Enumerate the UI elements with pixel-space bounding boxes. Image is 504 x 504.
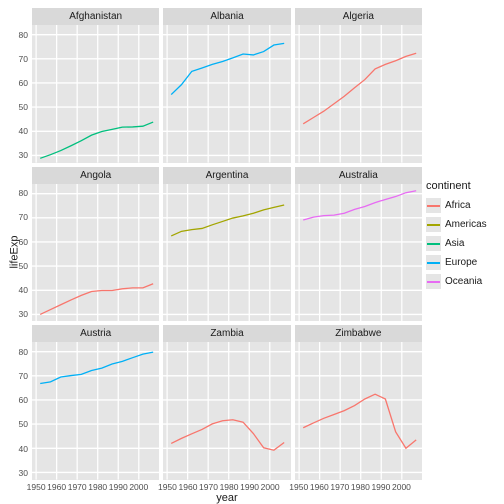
y-tick: 40 — [19, 285, 28, 295]
y-tick: 80 — [19, 30, 28, 40]
y-tick: 30 — [19, 150, 28, 160]
facet-panel: Afghanistan — [32, 8, 159, 163]
x-tick: 1960 — [179, 482, 198, 492]
plot-area — [295, 25, 422, 163]
legend-item: Europe — [426, 255, 500, 270]
facet-panel: Albania — [163, 8, 290, 163]
y-tick: 50 — [19, 261, 28, 271]
y-tick: 70 — [19, 212, 28, 222]
facet-strip: Zimbabwe — [295, 325, 422, 342]
facet-strip: Afghanistan — [32, 8, 159, 25]
x-tick: 1970 — [330, 482, 349, 492]
facet-strip: Argentina — [163, 167, 290, 184]
facet-strip: Australia — [295, 167, 422, 184]
legend-item: Oceania — [426, 274, 500, 289]
x-tick: 1970 — [68, 482, 87, 492]
plot-area — [32, 25, 159, 163]
legend-key — [426, 198, 441, 213]
plot-area — [163, 342, 290, 480]
facet-strip: Angola — [32, 167, 159, 184]
legend-key — [426, 255, 441, 270]
legend: continent Africa Americas Asia Europe Oceani… — [426, 180, 500, 293]
y-tick: 60 — [19, 78, 28, 88]
facet-panel: Zimbabwe — [295, 325, 422, 480]
legend-label: Americas — [445, 219, 487, 230]
y-tick: 60 — [19, 237, 28, 247]
y-tick: 40 — [19, 444, 28, 454]
x-tick: 1950 — [289, 482, 308, 492]
y-tick: 30 — [19, 468, 28, 478]
x-tick: 1950 — [27, 482, 46, 492]
facet-grid: AfghanistanAlbania Algeria AngolaArgentina… — [32, 8, 422, 480]
y-tick: 70 — [19, 371, 28, 381]
legend-title: continent — [426, 180, 500, 192]
legend-key — [426, 217, 441, 232]
plot-area — [295, 342, 422, 480]
x-tick: 1950 — [158, 482, 177, 492]
x-axis: 1950196019701980199020001950196019701980… — [32, 482, 422, 492]
y-tick: 50 — [19, 102, 28, 112]
facet-panel: Austria — [32, 325, 159, 480]
legend-label: Europe — [445, 257, 477, 268]
legend-label: Oceania — [445, 276, 482, 287]
x-tick: 1960 — [310, 482, 329, 492]
x-tick: 1980 — [88, 482, 107, 492]
y-tick: 80 — [19, 347, 28, 357]
legend-item: Americas — [426, 217, 500, 232]
x-tick: 1960 — [47, 482, 66, 492]
facet-strip: Algeria — [295, 8, 422, 25]
plot-area — [295, 184, 422, 322]
x-tick: 1980 — [220, 482, 239, 492]
y-tick: 50 — [19, 419, 28, 429]
legend-key — [426, 236, 441, 251]
facet-panel: Algeria — [295, 8, 422, 163]
x-tick: 1990 — [240, 482, 259, 492]
y-axis: 30 40 50 60 70 80 30 40 50 60 70 80 30 40 50 60 70 80 — [8, 8, 30, 480]
x-tick: 1980 — [351, 482, 370, 492]
legend-item: Asia — [426, 236, 500, 251]
legend-item: Africa — [426, 198, 500, 213]
x-tick: 2000 — [129, 482, 148, 492]
facet-strip: Zambia — [163, 325, 290, 342]
legend-label: Africa — [445, 200, 471, 211]
y-tick: 80 — [19, 188, 28, 198]
x-axis-label: year — [32, 492, 422, 504]
x-tick: 1990 — [371, 482, 390, 492]
y-tick: 60 — [19, 395, 28, 405]
facet-panel: Angola — [32, 167, 159, 322]
x-tick: 2000 — [392, 482, 411, 492]
x-tick: 1990 — [109, 482, 128, 492]
plot-area — [32, 342, 159, 480]
y-tick: 30 — [19, 309, 28, 319]
facet-panel: Argentina — [163, 167, 290, 322]
legend-key — [426, 274, 441, 289]
y-tick: 70 — [19, 54, 28, 64]
x-tick: 2000 — [261, 482, 280, 492]
y-tick: 40 — [19, 126, 28, 136]
plot-area — [32, 184, 159, 322]
x-tick: 1970 — [199, 482, 218, 492]
facet-panel: Australia — [295, 167, 422, 322]
facet-strip: Albania — [163, 8, 290, 25]
legend-label: Asia — [445, 238, 464, 249]
plot-area — [163, 25, 290, 163]
facet-panel: Zambia — [163, 325, 290, 480]
plot-area — [163, 184, 290, 322]
facet-strip: Austria — [32, 325, 159, 342]
